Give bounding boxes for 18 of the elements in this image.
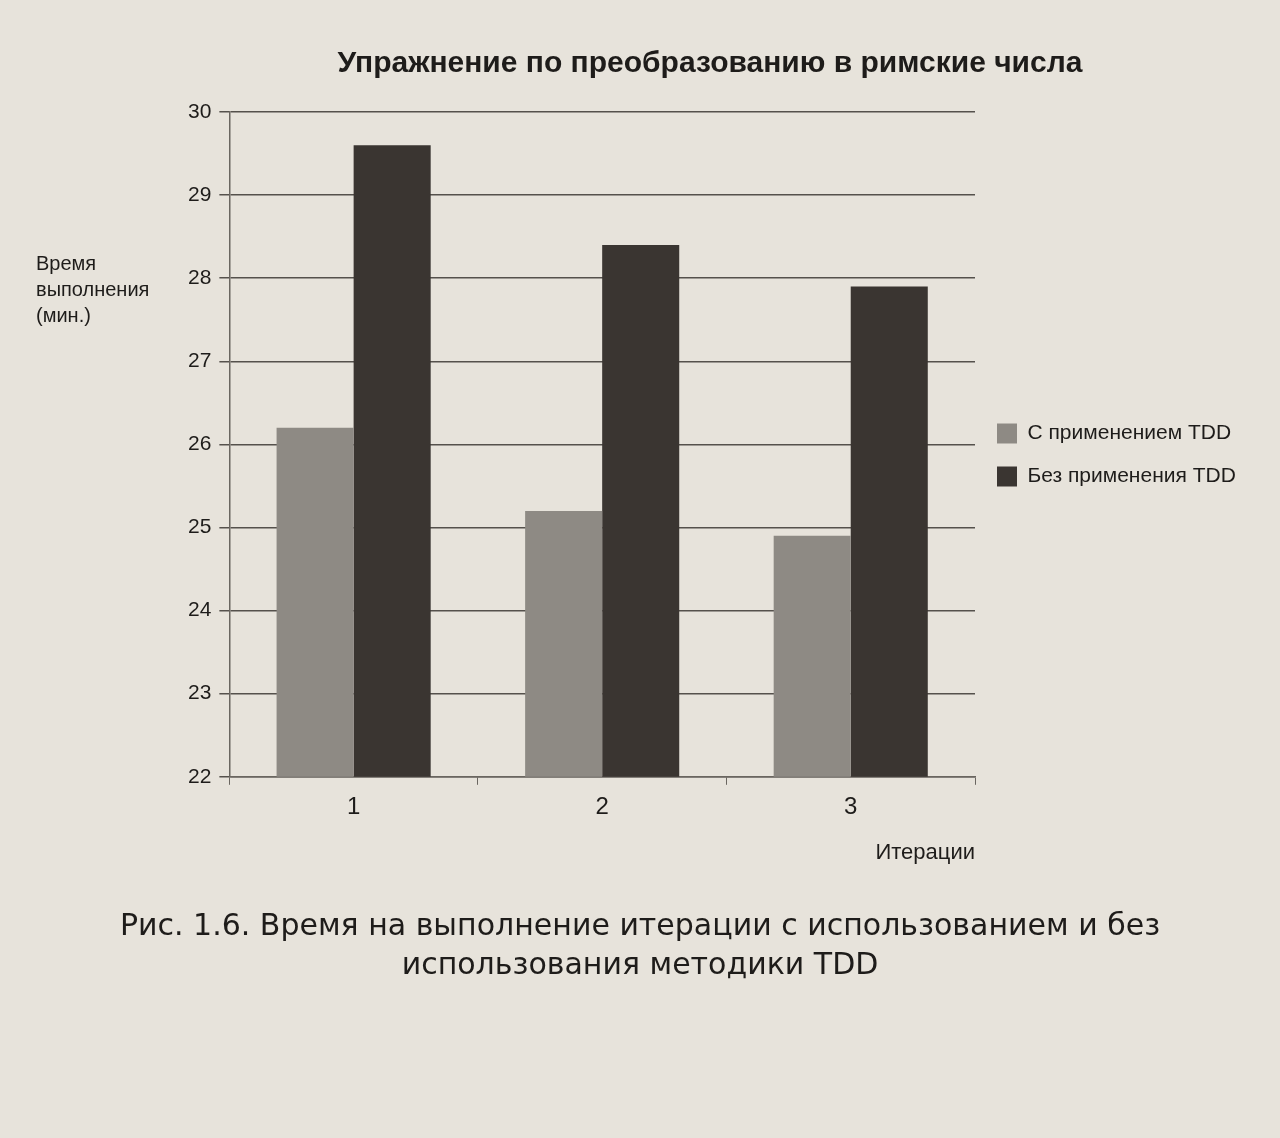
x-tick-label: 2	[595, 791, 609, 819]
y-tick-label: 30	[188, 98, 212, 122]
chart-title: Упражнение по преобразованию в римские числа	[337, 45, 1083, 79]
legend-label: С применением TDD	[1027, 420, 1232, 444]
y-tick-label: 27	[188, 348, 212, 372]
y-tick-label: 22	[188, 763, 212, 787]
legend-label: Без применения TDD	[1027, 463, 1236, 487]
y-tick-label: 23	[188, 680, 212, 704]
y-tick-label: 25	[188, 514, 212, 538]
y-axis-title: Время выполнения (мин.)	[36, 251, 151, 328]
y-tick-label: 24	[188, 597, 212, 621]
text: Рис. 1.6. Время на выполнение итерации с использованием и без использования методики TDD	[118, 906, 1162, 983]
y-tick-label: 29	[188, 181, 212, 205]
x-tick-label: 3	[844, 791, 858, 819]
x-axis-title: Итерации	[875, 838, 975, 864]
y-tick-label: 26	[188, 431, 212, 455]
y-tick-label: 28	[188, 265, 212, 288]
x-tick-label: 1	[346, 791, 361, 819]
